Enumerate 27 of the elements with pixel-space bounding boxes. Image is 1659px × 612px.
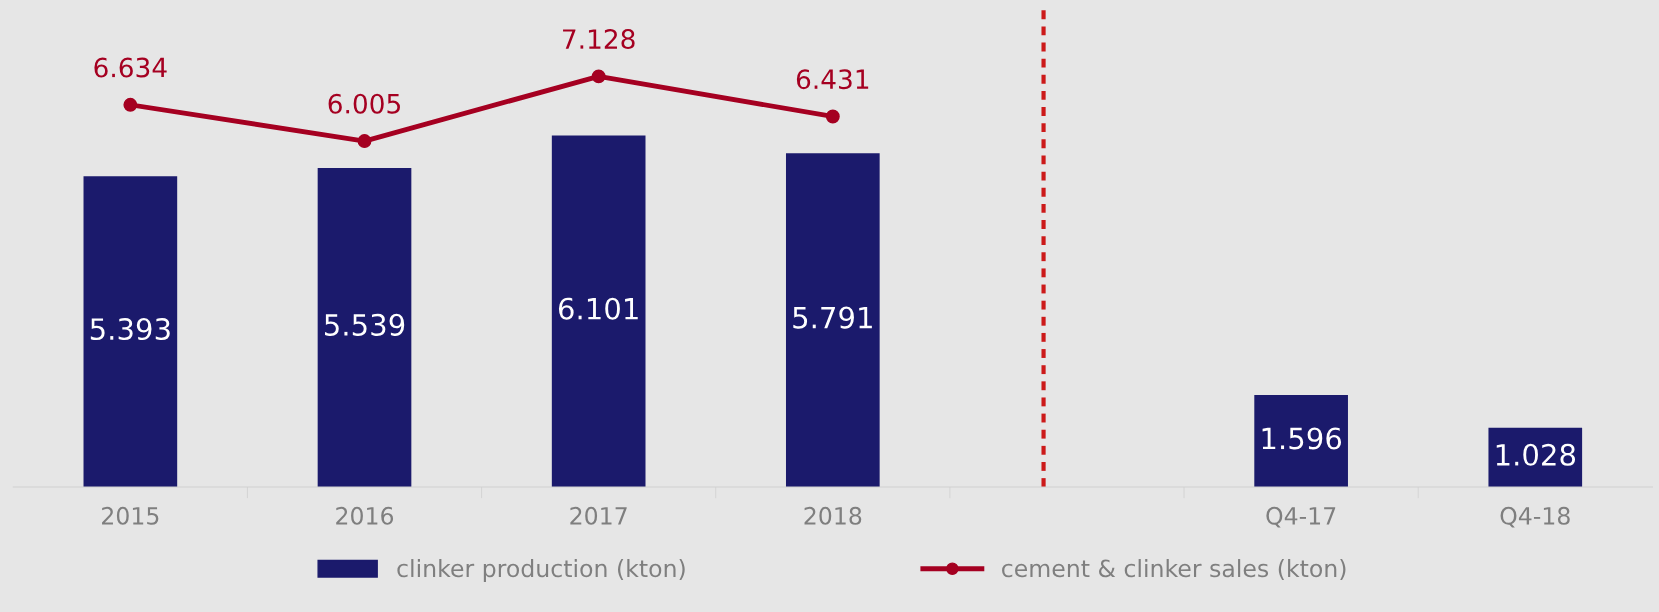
bar [317,167,412,487]
x-tick-label: 2018 [804,506,862,525]
bar [83,176,178,487]
data-label: 6.634 [94,57,167,78]
point [357,134,372,148]
bar [785,153,880,487]
data-label: 5.539 [325,313,405,336]
x-tick-label: Q4-18 [1500,506,1570,528]
data-label: 6.101 [558,297,638,320]
data-label: 5.791 [793,306,872,329]
bar [551,135,646,487]
data-label: 7.128 [563,29,635,50]
data-label: 6.431 [796,69,869,90]
data-label: 5.393 [90,318,170,341]
data-label: 1.028 [1496,443,1576,466]
x-tick-label: 2016 [336,506,394,525]
x-tick-label: 2017 [570,506,627,525]
point [825,109,840,124]
legend-label: clinker production (kton) [397,559,685,582]
point [123,97,138,112]
legend-label: cement & clinker sales (kton) [1002,559,1346,581]
x-tick-label: Q4-17 [1266,506,1336,528]
data-label: 6.005 [328,93,400,114]
x-tick-label: 2015 [102,506,159,525]
bar [1254,395,1348,487]
point [591,69,606,84]
data-label: 1.596 [1262,427,1342,450]
